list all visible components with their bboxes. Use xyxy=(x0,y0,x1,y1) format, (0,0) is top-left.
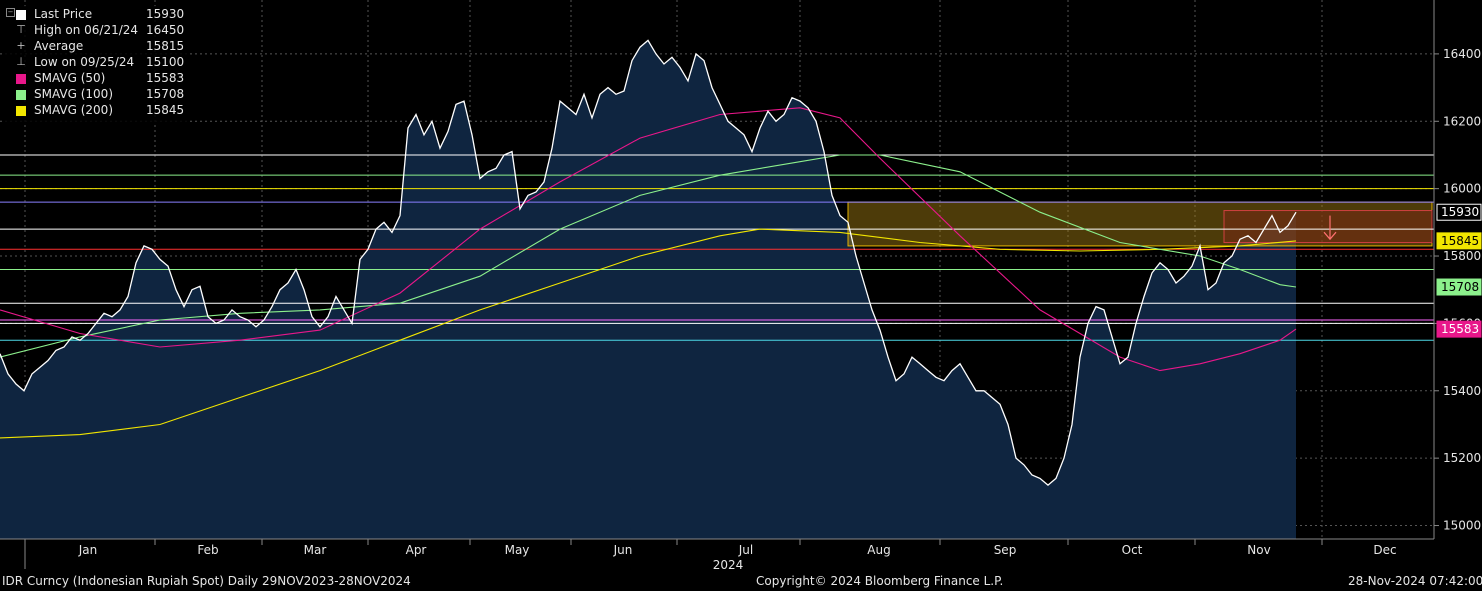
x-year-label: 2024 xyxy=(713,558,744,572)
chart-legend: − Last Price 15930 ⊤ High on 06/21/24 16450… xyxy=(4,6,187,124)
legend-label: High on 06/21/24 xyxy=(34,23,139,37)
legend-label: Last Price xyxy=(34,7,93,21)
legend-value: 15930 xyxy=(146,7,185,21)
value-tag xyxy=(1436,232,1482,250)
y-axis-background xyxy=(1435,0,1482,539)
x-tick-label: May xyxy=(505,543,530,557)
y-tick-label: 15400 xyxy=(1443,384,1481,398)
x-tick-label: Dec xyxy=(1373,543,1396,557)
x-tick-label: Sep xyxy=(994,543,1017,557)
legend-value: 15815 xyxy=(146,39,185,53)
average-marker-icon: + xyxy=(16,39,26,52)
legend-label: SMAVG (100) xyxy=(34,87,114,101)
legend-swatch-last-price xyxy=(16,10,26,20)
legend-collapse-icon[interactable]: − xyxy=(6,8,15,17)
legend-swatch-smavg-50 xyxy=(16,74,26,84)
x-tick-label: Jan xyxy=(78,543,98,557)
x-tick-label: Jun xyxy=(613,543,633,557)
footer-copyright: Copyright© 2024 Bloomberg Finance L.P. xyxy=(756,574,1004,588)
legend-value: 15845 xyxy=(146,103,185,117)
y-tick-label: 16000 xyxy=(1443,182,1481,196)
down-arrow-head-icon xyxy=(1323,231,1337,241)
value-tag-label: 15845 xyxy=(1441,234,1479,248)
value-tag-label: 15583 xyxy=(1441,322,1479,336)
y-tick-label: 16200 xyxy=(1443,114,1481,128)
high-marker-icon: ⊤ xyxy=(16,23,26,36)
x-tick-label: Feb xyxy=(197,543,218,557)
legend-value: 15708 xyxy=(146,87,185,101)
x-tick-label: Aug xyxy=(867,543,890,557)
smavg-line-100 xyxy=(0,154,1297,358)
legend-value: 15100 xyxy=(146,55,185,69)
value-tag xyxy=(1436,278,1482,296)
price-area-fill xyxy=(0,40,1296,540)
last-price-line xyxy=(0,39,1297,486)
y-tick-label: 16400 xyxy=(1443,47,1481,61)
legend-label: SMAVG (200) xyxy=(34,103,114,117)
value-tag xyxy=(1436,320,1482,338)
legend-label: Average xyxy=(34,39,84,53)
x-tick-label: Oct xyxy=(1122,543,1143,557)
x-tick-label: Apr xyxy=(406,543,427,557)
y-tick-label: 15000 xyxy=(1443,519,1481,533)
legend-label: SMAVG (50) xyxy=(34,71,106,85)
legend-swatch-smavg-100 xyxy=(16,90,26,100)
y-tick-label: 15200 xyxy=(1443,451,1481,465)
legend-swatch-smavg-200 xyxy=(16,106,26,116)
value-tag-label: 15930 xyxy=(1441,205,1479,219)
x-tick-label: Nov xyxy=(1247,543,1270,557)
legend-value: 16450 xyxy=(146,23,185,37)
value-tag xyxy=(1436,203,1482,221)
legend-value: 15583 xyxy=(146,71,185,85)
y-tick-label: 15800 xyxy=(1443,249,1481,263)
smavg-line-50 xyxy=(0,107,1297,372)
footer-timestamp: 28-Nov-2024 07:42:00 xyxy=(1348,574,1482,588)
x-tick-label: Jul xyxy=(738,543,753,557)
footer-security-info: IDR Curncy (Indonesian Rupiah Spot) Dail… xyxy=(2,574,411,588)
value-tag-label: 15708 xyxy=(1441,280,1479,294)
x-tick-label: Mar xyxy=(304,543,327,557)
low-marker-icon: ⊥ xyxy=(16,55,26,68)
legend-label: Low on 09/25/24 xyxy=(34,55,135,69)
smavg-line-200 xyxy=(0,228,1297,439)
